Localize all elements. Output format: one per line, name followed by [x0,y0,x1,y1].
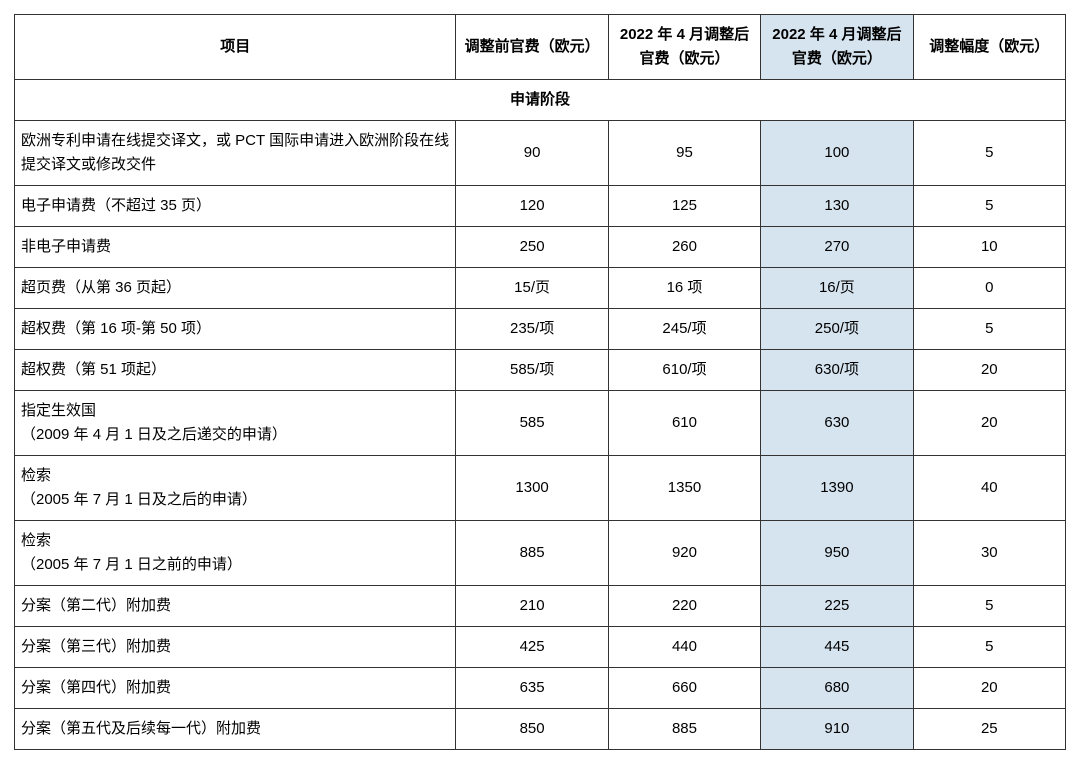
after1-cell: 245/项 [608,309,760,350]
diff-cell: 5 [913,309,1065,350]
before-cell: 120 [456,186,608,227]
before-cell: 585 [456,391,608,456]
before-cell: 250 [456,227,608,268]
fee-table: 项目 调整前官费（欧元） 2022 年 4 月调整后官费（欧元） 2022 年 … [14,14,1066,750]
before-cell: 235/项 [456,309,608,350]
diff-cell: 5 [913,121,1065,186]
before-cell: 585/项 [456,350,608,391]
item-cell: 分案（第五代及后续每一代）附加费 [15,709,456,750]
after1-cell: 920 [608,521,760,586]
item-cell: 指定生效国（2009 年 4 月 1 日及之后递交的申请） [15,391,456,456]
after1-cell: 125 [608,186,760,227]
table-row: 超页费（从第 36 页起）15/页16 项16/页0 [15,268,1066,309]
table-row: 指定生效国（2009 年 4 月 1 日及之后递交的申请）58561063020 [15,391,1066,456]
table-row: 分案（第三代）附加费4254404455 [15,627,1066,668]
item-cell: 电子申请费（不超过 35 页） [15,186,456,227]
col-header-diff: 调整幅度（欧元） [913,15,1065,80]
diff-cell: 10 [913,227,1065,268]
diff-cell: 20 [913,391,1065,456]
before-cell: 1300 [456,456,608,521]
table-row: 非电子申请费25026027010 [15,227,1066,268]
before-cell: 885 [456,521,608,586]
diff-cell: 30 [913,521,1065,586]
after1-cell: 16 项 [608,268,760,309]
before-cell: 425 [456,627,608,668]
section-title: 申请阶段 [15,80,1066,121]
after2-cell: 1390 [761,456,913,521]
diff-cell: 0 [913,268,1065,309]
diff-cell: 5 [913,627,1065,668]
table-row: 欧洲专利申请在线提交译文，或 PCT 国际申请进入欧洲阶段在线提交译文或修改交件… [15,121,1066,186]
diff-cell: 5 [913,186,1065,227]
diff-cell: 40 [913,456,1065,521]
table-row: 电子申请费（不超过 35 页）1201251305 [15,186,1066,227]
col-header-item: 项目 [15,15,456,80]
after2-cell: 100 [761,121,913,186]
after2-cell: 225 [761,586,913,627]
item-cell: 超页费（从第 36 页起） [15,268,456,309]
after1-cell: 95 [608,121,760,186]
item-cell: 超权费（第 16 项-第 50 项） [15,309,456,350]
after1-cell: 660 [608,668,760,709]
after2-cell: 270 [761,227,913,268]
item-cell: 分案（第二代）附加费 [15,586,456,627]
col-header-after2: 2022 年 4 月调整后官费（欧元） [761,15,913,80]
diff-cell: 25 [913,709,1065,750]
diff-cell: 20 [913,350,1065,391]
after2-cell: 16/页 [761,268,913,309]
table-body: 申请阶段 欧洲专利申请在线提交译文，或 PCT 国际申请进入欧洲阶段在线提交译文… [15,80,1066,750]
after1-cell: 610/项 [608,350,760,391]
diff-cell: 5 [913,586,1065,627]
section-header-row: 申请阶段 [15,80,1066,121]
after2-cell: 630/项 [761,350,913,391]
after2-cell: 445 [761,627,913,668]
table-row: 分案（第五代及后续每一代）附加费85088591025 [15,709,1066,750]
before-cell: 210 [456,586,608,627]
col-header-before: 调整前官费（欧元） [456,15,608,80]
after2-cell: 250/项 [761,309,913,350]
col-header-after1: 2022 年 4 月调整后官费（欧元） [608,15,760,80]
item-cell: 分案（第三代）附加费 [15,627,456,668]
table-row: 分案（第四代）附加费63566068020 [15,668,1066,709]
after2-cell: 630 [761,391,913,456]
after1-cell: 1350 [608,456,760,521]
before-cell: 90 [456,121,608,186]
after1-cell: 220 [608,586,760,627]
after2-cell: 680 [761,668,913,709]
table-row: 超权费（第 51 项起）585/项610/项630/项20 [15,350,1066,391]
diff-cell: 20 [913,668,1065,709]
item-cell: 分案（第四代）附加费 [15,668,456,709]
table-row: 超权费（第 16 项-第 50 项）235/项245/项250/项5 [15,309,1066,350]
table-row: 分案（第二代）附加费2102202255 [15,586,1066,627]
after2-cell: 950 [761,521,913,586]
after1-cell: 610 [608,391,760,456]
table-row: 检索（2005 年 7 月 1 日之前的申请）88592095030 [15,521,1066,586]
table-row: 检索（2005 年 7 月 1 日及之后的申请）13001350139040 [15,456,1066,521]
before-cell: 15/页 [456,268,608,309]
before-cell: 635 [456,668,608,709]
item-cell: 检索（2005 年 7 月 1 日及之后的申请） [15,456,456,521]
after2-cell: 910 [761,709,913,750]
after1-cell: 440 [608,627,760,668]
item-cell: 检索（2005 年 7 月 1 日之前的申请） [15,521,456,586]
item-cell: 非电子申请费 [15,227,456,268]
item-cell: 超权费（第 51 项起） [15,350,456,391]
item-cell: 欧洲专利申请在线提交译文，或 PCT 国际申请进入欧洲阶段在线提交译文或修改交件 [15,121,456,186]
table-head: 项目 调整前官费（欧元） 2022 年 4 月调整后官费（欧元） 2022 年 … [15,15,1066,80]
after1-cell: 885 [608,709,760,750]
after1-cell: 260 [608,227,760,268]
after2-cell: 130 [761,186,913,227]
before-cell: 850 [456,709,608,750]
